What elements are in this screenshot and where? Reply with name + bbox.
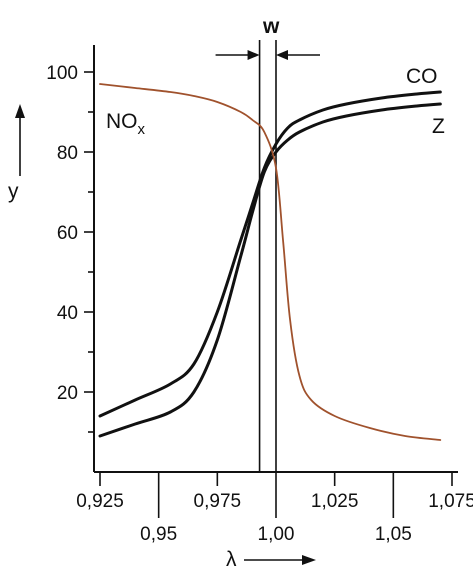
window-right-arrow-head (276, 50, 288, 60)
window-label: w (262, 15, 280, 38)
x-tick-label: 1,00 (258, 524, 295, 545)
x-axis-label: λ (226, 548, 237, 571)
ticks: 0,925 0,975 1,025 1,075 0,95 1,00 1,05 20 40 60 80… (46, 63, 473, 545)
x-axis-arrow (244, 555, 316, 565)
nox-label-main: NO (106, 110, 138, 133)
co-series-label: CO (406, 65, 438, 88)
x-tick-label: 1,05 (375, 524, 412, 545)
window-left-arrow-head (247, 50, 260, 60)
x-tick-label: 1,075 (428, 491, 473, 512)
y-tick-label: 60 (57, 223, 78, 244)
y-tick-label: 40 (57, 303, 78, 324)
series-line-z (98, 102, 442, 438)
series-lines (98, 83, 442, 441)
x-tick-label: 0,95 (140, 524, 177, 545)
series-line-nox (99, 83, 442, 441)
y-axis-label: y (8, 180, 19, 203)
y-tick-label: 20 (57, 383, 78, 404)
x-tick-label: 0,975 (194, 491, 242, 512)
y-axis-arrow (15, 104, 25, 176)
window-markers (215, 40, 320, 472)
x-tick-label: 0,925 (76, 491, 124, 512)
nox-label-subscript: x (138, 121, 146, 138)
z-series-label: Z (432, 115, 445, 138)
nox-series-label: NOx (106, 110, 146, 138)
annotations: CO Z NOx w y λ (8, 15, 445, 571)
series-line-co (98, 90, 442, 418)
x-tick-label: 1,025 (311, 491, 359, 512)
y-tick-label: 100 (46, 63, 78, 84)
y-tick-label: 80 (57, 143, 78, 164)
